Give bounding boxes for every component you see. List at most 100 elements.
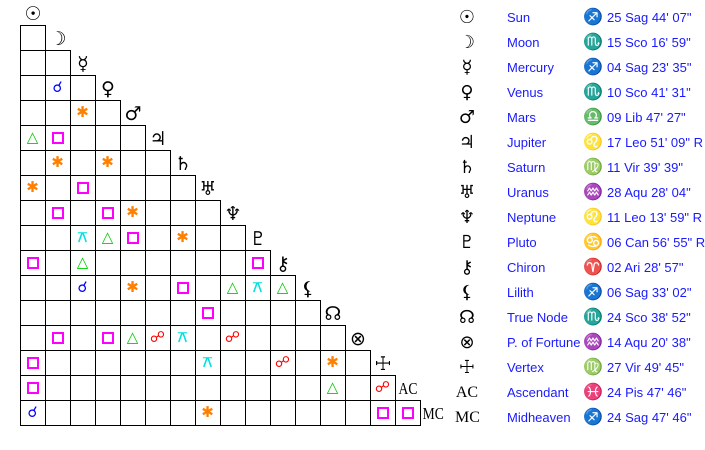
grid-cell <box>345 400 371 426</box>
grid-cell <box>95 375 121 401</box>
grid-cell <box>120 175 146 201</box>
list-item: ☽ Moon ♏ 15 Sco 16' 59" <box>450 30 705 55</box>
grid-cell: △ <box>70 250 96 276</box>
grid-cell <box>95 275 121 301</box>
zodiac-sign-icon: ♎ <box>583 109 603 126</box>
grid-cell <box>45 275 71 301</box>
square-aspect-icon <box>20 375 45 400</box>
grid-cell <box>45 350 71 376</box>
list-item: ☉ Sun ♐ 25 Sag 44' 07" <box>450 5 705 30</box>
grid-cell <box>170 275 196 301</box>
grid-cell <box>170 200 196 226</box>
zodiac-sign-icon: ♋ <box>583 234 603 251</box>
grid-cell <box>345 375 371 401</box>
grid-cell <box>120 350 146 376</box>
grid-cell: ✱ <box>20 175 46 201</box>
grid-cell <box>320 325 346 351</box>
body-position: 02 Ari 28' 57" <box>607 260 684 275</box>
p-of-fortune-glyph-icon: ⊗ <box>350 328 366 350</box>
grid-cell <box>120 250 146 276</box>
grid-cell <box>170 350 196 376</box>
opposition-aspect-icon: ☍ <box>149 328 166 346</box>
grid-cell <box>295 325 321 351</box>
body-position: 11 Leo 13' 59" R <box>607 210 703 225</box>
trine-aspect-icon: △ <box>26 128 39 146</box>
grid-cell <box>70 75 96 101</box>
list-item: ♅ Uranus ♒ 28 Aqu 28' 04" <box>450 180 705 205</box>
grid-cell <box>20 100 46 126</box>
p-of-fortune-icon: ⊗ <box>459 332 475 353</box>
square-aspect-icon <box>45 125 70 150</box>
trine-aspect-icon: △ <box>126 328 139 346</box>
trine-aspect-icon: △ <box>226 278 239 296</box>
quincunx-aspect-icon: ⚻ <box>202 353 213 371</box>
sextile-aspect-icon: ✱ <box>326 353 339 371</box>
grid-cell <box>270 325 296 351</box>
list-item: ☊ True Node ♏ 24 Sco 38' 52" <box>450 305 705 330</box>
square-aspect-icon <box>45 325 70 350</box>
grid-cell <box>20 300 46 326</box>
square-aspect-icon <box>20 350 45 375</box>
jupiter-glyph-icon: ♃ <box>149 128 167 150</box>
grid-cell: ✱ <box>95 150 121 176</box>
body-position: 25 Sag 44' 07" <box>607 10 692 25</box>
conjunction-aspect-icon: ☌ <box>52 78 63 96</box>
grid-cell: ✱ <box>320 350 346 376</box>
grid-cell: ✱ <box>170 225 196 251</box>
conjunction-aspect-icon: ☌ <box>27 403 38 421</box>
opposition-aspect-icon: ☍ <box>274 353 291 371</box>
grid-cell <box>95 325 121 351</box>
lilith-icon: ⚸ <box>460 282 474 303</box>
body-name: Venus <box>507 85 544 100</box>
grid-cell: △ <box>270 275 296 301</box>
grid-cell <box>245 350 271 376</box>
grid-cell <box>195 200 221 226</box>
list-item: ♄ Saturn ♍ 11 Vir 39' 39" <box>450 155 705 180</box>
square-aspect-icon <box>70 175 95 200</box>
list-item: MC Midheaven ♐ 24 Sag 47' 46" <box>450 405 705 430</box>
grid-cell <box>195 275 221 301</box>
grid-cell <box>170 400 196 426</box>
grid-cell <box>70 150 96 176</box>
grid-cell <box>45 100 71 126</box>
zodiac-sign-icon: ♐ <box>583 59 603 76</box>
grid-cell: △ <box>20 125 46 151</box>
body-position: 15 Sco 16' 59" <box>607 35 691 50</box>
grid-cell <box>220 300 246 326</box>
neptune-glyph-icon: ♆ <box>224 203 242 225</box>
grid-cell <box>95 350 121 376</box>
sextile-aspect-icon: ✱ <box>51 153 64 171</box>
neptune-icon: ♆ <box>458 207 476 228</box>
square-aspect-icon <box>245 250 270 275</box>
square-aspect-icon <box>20 250 45 275</box>
square-aspect-icon <box>95 325 120 350</box>
grid-cell <box>95 100 121 126</box>
grid-cell <box>320 400 346 426</box>
lilith-glyph-icon: ⚸ <box>301 278 315 300</box>
grid-cell <box>20 200 46 226</box>
grid-cell <box>20 50 46 76</box>
grid-cell <box>20 75 46 101</box>
grid-cell <box>245 250 271 276</box>
list-item: ☩ Vertex ♍ 27 Vir 49' 45" <box>450 355 705 380</box>
grid-cell <box>295 350 321 376</box>
grid-cell <box>145 275 171 301</box>
zodiac-sign-icon: ♏ <box>583 309 603 326</box>
grid-cell <box>220 375 246 401</box>
jupiter-icon: ♃ <box>458 132 476 153</box>
grid-cell <box>345 350 371 376</box>
list-item: ♇ Pluto ♋ 06 Can 56' 55" R <box>450 230 705 255</box>
list-item: ⚸ Lilith ♐ 06 Sag 33' 02" <box>450 280 705 305</box>
grid-cell <box>195 300 221 326</box>
grid-cell <box>20 325 46 351</box>
grid-cell <box>45 250 71 276</box>
uranus-icon: ♅ <box>458 182 476 203</box>
zodiac-sign-icon: ♐ <box>583 409 603 426</box>
zodiac-sign-icon: ♌ <box>583 209 603 226</box>
zodiac-sign-icon: ♒ <box>583 334 603 351</box>
grid-cell <box>170 250 196 276</box>
grid-cell <box>45 50 71 76</box>
opposition-aspect-icon: ☍ <box>224 328 241 346</box>
square-aspect-icon <box>45 200 70 225</box>
grid-cell: ⚻ <box>195 350 221 376</box>
